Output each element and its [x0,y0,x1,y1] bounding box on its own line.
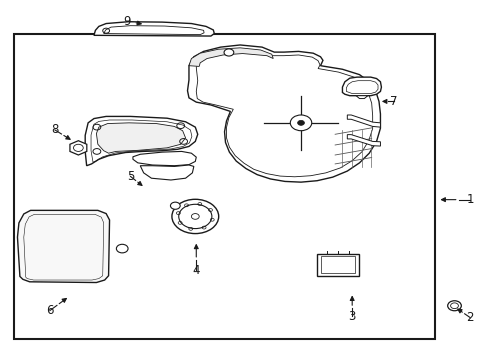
Circle shape [297,120,304,125]
Text: 3: 3 [348,310,356,323]
Circle shape [448,301,461,311]
Circle shape [171,202,180,209]
Text: 2: 2 [466,311,474,324]
Text: 9: 9 [123,14,131,27]
Polygon shape [356,96,368,99]
Text: 1: 1 [466,193,474,206]
Polygon shape [347,135,380,146]
Text: 7: 7 [390,95,397,108]
Polygon shape [133,152,196,166]
Text: 5: 5 [127,170,134,183]
Polygon shape [347,115,380,127]
Polygon shape [70,141,87,155]
Polygon shape [97,123,186,153]
Polygon shape [188,45,380,182]
Circle shape [192,213,199,219]
Bar [321,256,355,273]
Polygon shape [85,116,198,166]
Text: 8: 8 [51,123,59,136]
Polygon shape [189,48,273,66]
Polygon shape [94,22,214,36]
Circle shape [290,115,312,131]
Circle shape [224,49,234,56]
Polygon shape [343,77,381,96]
Text: 6: 6 [47,304,54,317]
Bar [317,253,359,276]
Polygon shape [18,210,110,283]
Circle shape [116,244,128,253]
Text: 4: 4 [193,264,200,276]
Bar [14,33,435,339]
Circle shape [172,199,219,234]
Polygon shape [140,165,194,180]
